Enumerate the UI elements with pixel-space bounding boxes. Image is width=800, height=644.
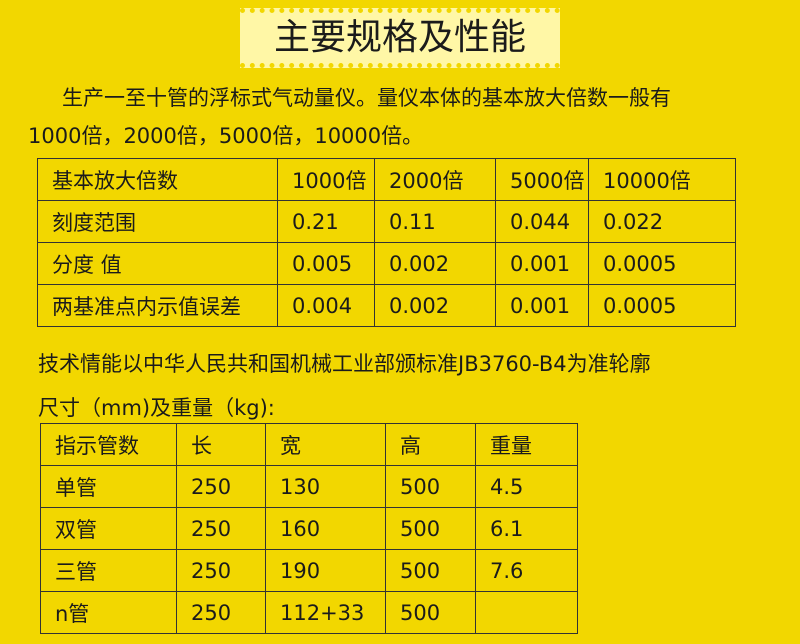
table-row: 指示管数长宽高重量 [40,423,578,466]
note-line: 技术情能以中华人民共和国机械工业部颁标准JB3760-B4为准轮廓 [38,352,651,376]
table-cell: 基本放大倍数 [37,158,278,201]
table-cell: 0.001 [495,284,589,327]
table-cell: 单管 [40,465,177,508]
intro-line: 生产一至十管的浮标式气动量仪。量仪本体的基本放大倍数一般有 [62,86,671,110]
table-row: 基本放大倍数 1000倍 2000倍 5000倍 10000倍 [37,158,736,201]
table-cell: 500 [385,465,476,508]
table-cell: 0.0005 [588,284,736,327]
spec-table: 基本放大倍数 1000倍 2000倍 5000倍 10000倍 刻度范围 0.21 0.11 0… [37,158,736,327]
table-row: 双管 250 160 500 6.1 [40,507,578,550]
table-row: 分度 值 0.005 0.002 0.001 0.0005 [37,242,736,285]
table-cell: 宽 [265,423,386,466]
table-cell: 高 [385,423,476,466]
table-cell: 500 [385,507,476,550]
table-cell: 长 [176,423,266,466]
table-cell: 0.21 [277,200,375,243]
table-cell: 4.5 [475,465,578,508]
size-table: 指示管数长宽高重量 单管 250 130 500 4.5 双管 250 160 500 6.1 三管 2… [40,423,578,634]
table-cell: 三管 [40,549,177,592]
table-cell: 0.044 [495,200,589,243]
table-row: 两基准点内示值误差 0.004 0.002 0.001 0.0005 [37,284,736,327]
table-cell: 0.0005 [588,242,736,285]
table-cell: 0.002 [374,242,496,285]
table-cell: 两基准点内示值误差 [37,284,278,327]
table-cell: 0.005 [277,242,375,285]
table-row: 刻度范围 0.21 0.11 0.044 0.022 [37,200,736,243]
table-cell: 0.022 [588,200,736,243]
table-cell: 0.11 [374,200,496,243]
table-cell: 分度 值 [37,242,278,285]
table-cell: 250 [176,591,266,634]
table-cell: 刻度范围 [37,200,278,243]
table-cell: 250 [176,549,266,592]
table-cell: 250 [176,507,266,550]
table-cell: 2000倍 [374,158,496,201]
table-cell: 130 [265,465,386,508]
intro-line: 1000倍，2000倍，5000倍，10000倍。 [28,124,424,148]
table-cell: 112+33 [265,591,386,634]
table-row: 单管 250 130 500 4.5 [40,465,578,508]
table-cell: 6.1 [475,507,578,550]
note-line: 尺寸（mm)及重量（kg): [38,396,275,420]
title: 主要规格及性能 [240,8,560,68]
table-row: n管 250 112+33 500 [40,591,578,634]
table-cell: 0.001 [495,242,589,285]
table-cell: 1000倍 [277,158,375,201]
table-cell: 190 [265,549,386,592]
table-cell: 重量 [475,423,578,466]
table-cell: 500 [385,591,476,634]
table-cell: 指示管数 [40,423,177,466]
table-cell: 0.002 [374,284,496,327]
table-cell: 7.6 [475,549,578,592]
table-cell: 10000倍 [588,158,736,201]
table-cell: 160 [265,507,386,550]
table-row: 三管 250 190 500 7.6 [40,549,578,592]
table-cell [475,591,578,634]
table-cell: 250 [176,465,266,508]
table-cell: 500 [385,549,476,592]
table-cell: 0.004 [277,284,375,327]
table-cell: n管 [40,591,177,634]
table-cell: 双管 [40,507,177,550]
table-cell: 5000倍 [495,158,589,201]
